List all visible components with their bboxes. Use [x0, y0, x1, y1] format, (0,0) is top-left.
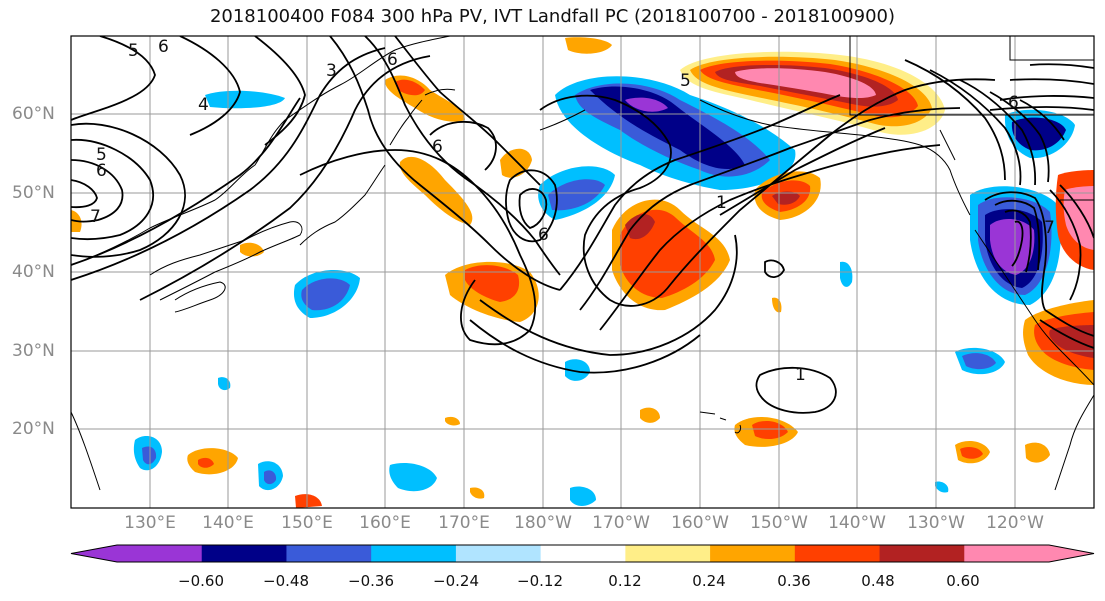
- map-title: 2018100400 F084 300 hPa PV, IVT Landfall…: [209, 6, 896, 27]
- pv-anomaly-negative: [389, 462, 437, 492]
- pv-anomaly-positive: [295, 494, 322, 508]
- contour-label: 6: [158, 37, 169, 57]
- lat-label-50n: 50°N: [12, 183, 55, 203]
- lon-label: 120°W: [986, 513, 1044, 533]
- contour-label: 4: [198, 95, 209, 115]
- contour-label: 5: [96, 145, 107, 165]
- pv-anomaly-positive: [399, 156, 473, 225]
- contour-label: 6: [538, 225, 549, 245]
- colorbar-swatch: [879, 545, 965, 562]
- pv-anomaly-positive: [470, 487, 485, 499]
- lon-label: 170°E: [438, 513, 490, 533]
- colorbar-swatch: [455, 545, 542, 562]
- contour-label: 6: [387, 50, 398, 70]
- colorbar-swatch: [710, 545, 796, 562]
- colorbar-swatch: [117, 545, 203, 562]
- pv-anomaly-negative: [205, 90, 285, 109]
- colorbar-swatch: [201, 545, 287, 562]
- lon-label: 140°W: [828, 513, 886, 533]
- contour-label: 1: [716, 193, 727, 213]
- colorbar-swatch: [371, 545, 457, 562]
- pv-anomaly-positive: [625, 214, 655, 240]
- colorbar-tick-label: −0.24: [433, 572, 479, 590]
- contour-label: 5: [128, 41, 139, 61]
- pv-anomaly-positive: [445, 416, 460, 426]
- colorbar: [70, 544, 1095, 563]
- lat-label-40n: 40°N: [12, 262, 55, 282]
- pv-contours: [71, 36, 1094, 414]
- colorbar-swatch: [964, 545, 1050, 562]
- pv-anomaly-positive: [1063, 186, 1094, 250]
- colorbar-extend-min: [71, 545, 117, 562]
- colorbar-swatch: [794, 545, 881, 562]
- lon-label: 160°E: [359, 513, 411, 533]
- pv-anomaly-positive: [1025, 442, 1050, 463]
- lon-label: 140°E: [202, 513, 254, 533]
- colorbar-swatch: [625, 545, 711, 562]
- contour-label: 6: [96, 161, 107, 181]
- lon-label: 170°W: [592, 513, 650, 533]
- contour-label: 6: [1008, 93, 1019, 113]
- contour-label: 5: [680, 71, 691, 91]
- pv-anomaly-negative: [570, 486, 596, 506]
- lon-label: 150°E: [281, 513, 333, 533]
- pv-anomaly-negative: [935, 481, 949, 493]
- pv-anomaly-negative: [548, 179, 605, 211]
- colorbar-tick-label: 0.12: [608, 572, 642, 590]
- lat-label-20n: 20°N: [12, 419, 55, 439]
- pv-anomaly-negative: [264, 470, 277, 485]
- pv-anomaly-positive: [640, 407, 660, 423]
- pv-anomaly-positive: [565, 37, 612, 54]
- coastlines: [71, 36, 1094, 491]
- colorbar-tick-label: 0.36: [777, 572, 811, 590]
- colorbar-tick-label: 0.24: [692, 572, 726, 590]
- pv-anomaly-positive: [960, 446, 983, 459]
- pv-anomaly-negative: [565, 359, 590, 381]
- contour-label: 6: [432, 137, 443, 157]
- pv-anomaly-negative: [625, 97, 668, 112]
- colorbar-tick-label: −0.12: [517, 572, 563, 590]
- lat-label-30n: 30°N: [12, 341, 55, 361]
- lon-label: 130°E: [124, 513, 176, 533]
- colorbar-outline: [70, 544, 1095, 563]
- contour-label: 7: [90, 207, 101, 227]
- lon-label: 150°W: [750, 513, 808, 533]
- pv-anomaly-positive: [187, 448, 238, 475]
- pv-anomaly-negative: [218, 377, 231, 391]
- lon-label: 130°W: [907, 513, 965, 533]
- colorbar-tick-label: 0.60: [946, 572, 980, 590]
- contour-labels: 6 5 3 4 5 6 7 6 6 5 6 1 1 6 7: [90, 37, 1055, 385]
- lon-label: 160°W: [671, 513, 729, 533]
- colorbar-swatch: [540, 545, 626, 562]
- contour-label: 1: [795, 365, 806, 385]
- pv-anomaly-negative: [840, 261, 853, 287]
- colorbar-swatch: [286, 545, 372, 562]
- contour-label: 7: [1044, 218, 1055, 238]
- pv-anomaly-positive: [465, 265, 520, 302]
- pv-anomaly-positive: [395, 79, 425, 96]
- contour-label: 3: [326, 61, 337, 81]
- pv-anomaly-positive: [735, 68, 876, 99]
- colorbar-extend-max: [1049, 545, 1094, 562]
- colorbar-tick-label: 0.48: [861, 572, 895, 590]
- pv-anomaly-positive: [198, 457, 214, 468]
- lat-label-60n: 60°N: [12, 104, 55, 124]
- colorbar-tick-label: −0.48: [263, 572, 309, 590]
- colorbar-tick-label: −0.60: [178, 572, 224, 590]
- lon-label: 180°W: [514, 513, 572, 533]
- pv-anomaly-negative: [962, 353, 996, 370]
- colorbar-tick-label: −0.36: [348, 572, 394, 590]
- map-frame: [70, 35, 1095, 509]
- pv-anomaly-negative: [142, 446, 157, 465]
- pv-anomaly-negative: [301, 278, 350, 311]
